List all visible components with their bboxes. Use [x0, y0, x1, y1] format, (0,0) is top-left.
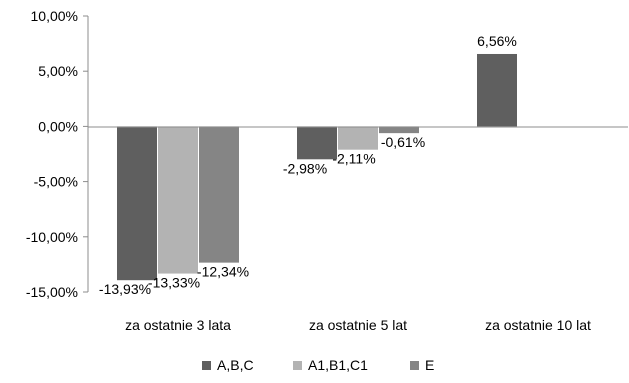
- y-tick-label: 10,00%: [31, 8, 78, 24]
- bar: [477, 53, 517, 127]
- category-label: za ostatnie 5 lat: [309, 317, 407, 333]
- data-label: 6,56%: [477, 33, 517, 49]
- bar: [338, 126, 378, 150]
- category-label: za ostatnie 10 lat: [485, 317, 591, 333]
- data-label: -13,93%: [99, 281, 151, 297]
- data-label: -12,34%: [197, 264, 249, 280]
- category-label: za ostatnie 3 lata: [125, 317, 231, 333]
- legend-swatch: [293, 361, 302, 370]
- legend-label: A,B,C: [217, 357, 254, 373]
- y-tick-label: 0,00%: [38, 118, 78, 134]
- bar: [158, 126, 198, 274]
- y-tick-label: -15,00%: [26, 284, 78, 300]
- y-tick-label: 5,00%: [38, 63, 78, 79]
- legend-label: A1,B1,C1: [308, 357, 368, 373]
- y-tick-label: -5,00%: [34, 174, 78, 190]
- bars: [117, 53, 517, 281]
- data-label: -0,61%: [381, 134, 425, 150]
- data-label: -2,98%: [283, 160, 327, 176]
- bar: [117, 126, 157, 281]
- data-label: -13,33%: [148, 275, 200, 291]
- bar: [199, 126, 239, 263]
- bar: [297, 126, 337, 160]
- legend: A,B,C A1,B1,C1 E: [202, 357, 434, 373]
- legend-label: E: [425, 357, 434, 373]
- y-axis-ticks: 10,00% 5,00% 0,00% -5,00% -10,00% -15,00%: [26, 8, 88, 300]
- data-label: -2,11%: [332, 151, 375, 167]
- legend-swatch: [202, 361, 211, 370]
- data-labels: -13,93%-13,33%-12,34% -2,98% -2,11% -0,61% 6…: [99, 33, 517, 297]
- category-labels: za ostatnie 3 lata za ostatnie 5 lat za os…: [125, 317, 591, 333]
- y-tick-label: -10,00%: [26, 229, 78, 245]
- legend-swatch: [410, 361, 419, 370]
- bar: [379, 126, 419, 134]
